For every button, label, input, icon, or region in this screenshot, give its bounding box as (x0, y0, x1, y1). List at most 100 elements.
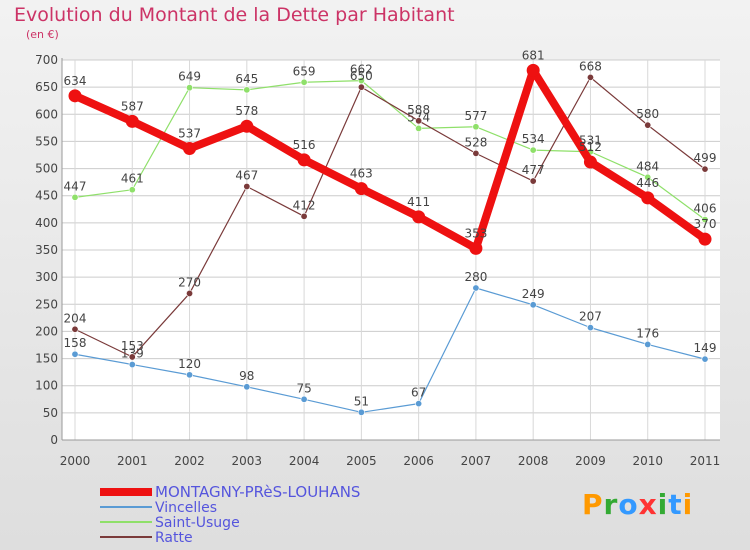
data-label-ratte: 499 (694, 151, 717, 165)
data-label-vincelles: 158 (64, 336, 87, 350)
series-line-ratte (74, 76, 706, 358)
data-label-montagny-pr-s-louhans: 578 (235, 104, 258, 118)
data-point-ratte (415, 117, 423, 125)
data-point-montagny-pr-s-louhans (354, 182, 368, 196)
y-tick-label: 500 (35, 162, 58, 176)
data-label-vincelles: 67 (411, 386, 426, 400)
data-label-saint-usuge: 531 (579, 134, 602, 148)
y-tick-label: 0 (50, 433, 58, 447)
data-label-saint-usuge: 649 (178, 70, 201, 84)
data-label-saint-usuge: 662 (350, 63, 373, 77)
data-point-montagny-pr-s-louhans (412, 210, 426, 224)
data-label-saint-usuge: 645 (235, 72, 258, 86)
data-label-ratte: 588 (407, 103, 430, 117)
data-point-saint-usuge (71, 193, 79, 201)
y-tick-label: 50 (43, 406, 58, 420)
data-point-montagny-pr-s-louhans (641, 191, 655, 205)
data-label-saint-usuge: 461 (121, 172, 144, 186)
data-point-ratte (128, 353, 136, 361)
data-point-montagny-pr-s-louhans (297, 153, 311, 167)
y-tick-label: 400 (35, 216, 58, 230)
data-point-ratte (300, 212, 308, 220)
y-tick-label: 100 (35, 379, 58, 393)
data-point-vincelles (701, 355, 709, 363)
data-label-montagny-pr-s-louhans: 512 (579, 140, 602, 154)
y-tick-label: 550 (35, 134, 58, 148)
data-label-saint-usuge: 659 (293, 64, 316, 78)
data-label-vincelles: 207 (579, 310, 602, 324)
data-label-ratte: 650 (350, 69, 373, 83)
data-point-ratte (71, 325, 79, 333)
data-point-vincelles (472, 284, 480, 292)
data-point-ratte (701, 165, 709, 173)
y-tick-label: 250 (35, 297, 58, 311)
data-point-vincelles (186, 371, 194, 379)
y-tick-label: 650 (35, 80, 58, 94)
data-point-saint-usuge (186, 84, 194, 92)
series-line-montagny-pr-s-louhans (73, 66, 708, 253)
data-point-vincelles (644, 340, 652, 348)
y-tick-label: 300 (35, 270, 58, 284)
data-label-montagny-pr-s-louhans: 411 (407, 195, 430, 209)
y-tick-label: 200 (35, 324, 58, 338)
data-point-saint-usuge (529, 146, 537, 154)
data-point-vincelles (300, 395, 308, 403)
x-tick-label: 2002 (174, 454, 205, 468)
data-point-montagny-pr-s-louhans (698, 232, 712, 246)
data-point-vincelles (243, 383, 251, 391)
data-label-montagny-pr-s-louhans: 463 (350, 167, 373, 181)
x-tick-label: 2000 (60, 454, 91, 468)
x-tick-label: 2008 (518, 454, 549, 468)
data-label-ratte: 153 (121, 339, 144, 353)
data-point-ratte (186, 289, 194, 297)
data-point-vincelles (529, 301, 537, 309)
legend-label-ratte: Ratte (155, 530, 193, 546)
data-point-saint-usuge (644, 173, 652, 181)
data-label-vincelles: 120 (178, 357, 201, 371)
data-label-vincelles: 280 (464, 270, 487, 284)
unit-label: (en €) (26, 28, 59, 41)
data-point-montagny-pr-s-louhans (526, 63, 540, 77)
data-point-ratte (243, 182, 251, 190)
data-label-ratte: 467 (235, 168, 258, 182)
data-label-vincelles: 98 (239, 369, 254, 383)
data-label-montagny-pr-s-louhans: 446 (636, 176, 659, 190)
data-label-ratte: 580 (636, 107, 659, 121)
x-tick-label: 2010 (632, 454, 663, 468)
data-label-montagny-pr-s-louhans: 353 (464, 226, 487, 240)
data-point-vincelles (586, 324, 594, 332)
data-label-saint-usuge: 447 (64, 179, 87, 193)
data-point-vincelles (71, 350, 79, 358)
data-label-vincelles: 75 (296, 381, 311, 395)
data-point-ratte (644, 121, 652, 129)
y-tick-label: 150 (35, 352, 58, 366)
data-point-saint-usuge (128, 186, 136, 194)
y-tick-label: 350 (35, 243, 58, 257)
data-label-vincelles: 149 (694, 341, 717, 355)
data-label-vincelles: 249 (522, 287, 545, 301)
legend-label-saint-usuge: Saint-Usuge (155, 515, 240, 531)
data-point-saint-usuge (415, 124, 423, 132)
data-point-montagny-pr-s-louhans (68, 89, 82, 103)
x-tick-label: 2009 (575, 454, 606, 468)
legend-label-montagny-pr-s-louhans: MONTAGNY-PRèS-LOUHANS (155, 483, 360, 501)
x-tick-label: 2001 (117, 454, 148, 468)
legend-label-vincelles: Vincelles (155, 500, 217, 516)
data-point-ratte (472, 149, 480, 157)
data-point-montagny-pr-s-louhans (240, 119, 254, 133)
x-tick-label: 2004 (289, 454, 320, 468)
data-point-saint-usuge (243, 86, 251, 94)
x-tick-label: 2006 (403, 454, 434, 468)
data-point-ratte (586, 73, 594, 81)
x-tick-label: 2011 (690, 454, 721, 468)
data-label-montagny-pr-s-louhans: 516 (293, 138, 316, 152)
data-point-montagny-pr-s-louhans (469, 241, 483, 255)
data-label-ratte: 528 (464, 135, 487, 149)
data-label-montagny-pr-s-louhans: 587 (121, 99, 144, 113)
x-tick-label: 2003 (232, 454, 263, 468)
data-label-montagny-pr-s-louhans: 537 (178, 126, 201, 140)
x-tick-label: 2007 (461, 454, 492, 468)
data-label-saint-usuge: 534 (522, 132, 545, 146)
